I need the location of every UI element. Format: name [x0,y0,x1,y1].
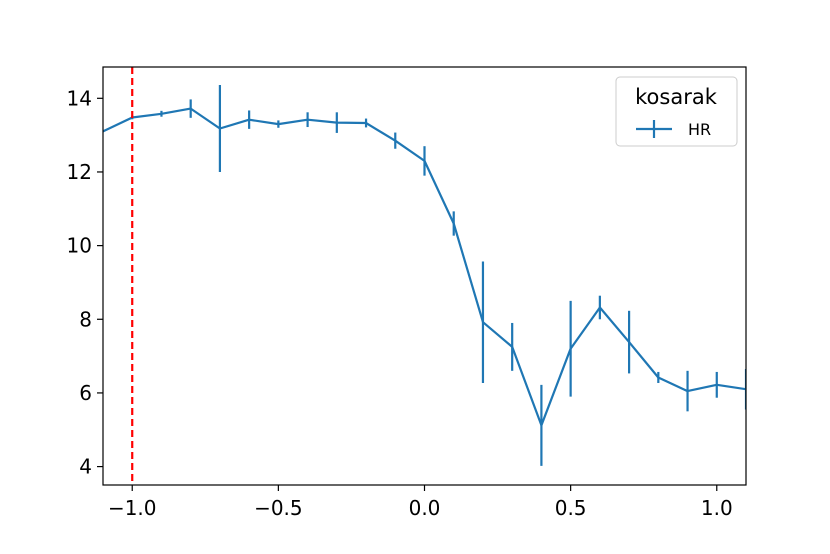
data-point [628,341,630,343]
data-point [540,424,543,427]
data-point [394,139,397,142]
data-point [365,122,367,124]
data-point [452,222,455,225]
data-point [657,376,660,379]
legend-title: kosarak [635,85,718,109]
y-tick-label: 6 [79,381,92,405]
data-point [569,347,572,350]
y-tick-label: 12 [67,160,92,184]
y-tick-label: 14 [67,86,92,110]
data-point [277,123,280,125]
plot-area [102,66,747,486]
x-tick-label: 0.0 [409,496,441,520]
data-point [306,118,309,121]
x-tick-label: −1.0 [108,496,157,520]
y-tick-label: 8 [79,307,92,331]
data-point [686,390,689,392]
data-point [715,384,718,386]
data-point [248,118,250,121]
x-tick-label: 1.0 [701,496,733,520]
y-tick-label: 4 [79,455,92,479]
data-point [160,112,163,115]
data-point [599,306,601,309]
data-point [189,107,192,110]
data-point [423,160,426,162]
data-point [482,321,484,324]
legend: kosarak HR [615,76,738,147]
x-tick-label: −0.5 [254,496,303,520]
legend-label-hr: HR [688,120,711,139]
data-point [336,121,338,124]
x-tick-label: 0.5 [555,496,587,520]
data-point [219,127,221,130]
data-point [511,346,513,348]
data-layer [103,67,746,485]
y-tick-label: 10 [67,234,92,258]
x-axis: −1.0 −0.5 0.0 0.5 1.0 [108,485,733,520]
y-axis: 4 6 8 10 12 14 [67,86,103,479]
